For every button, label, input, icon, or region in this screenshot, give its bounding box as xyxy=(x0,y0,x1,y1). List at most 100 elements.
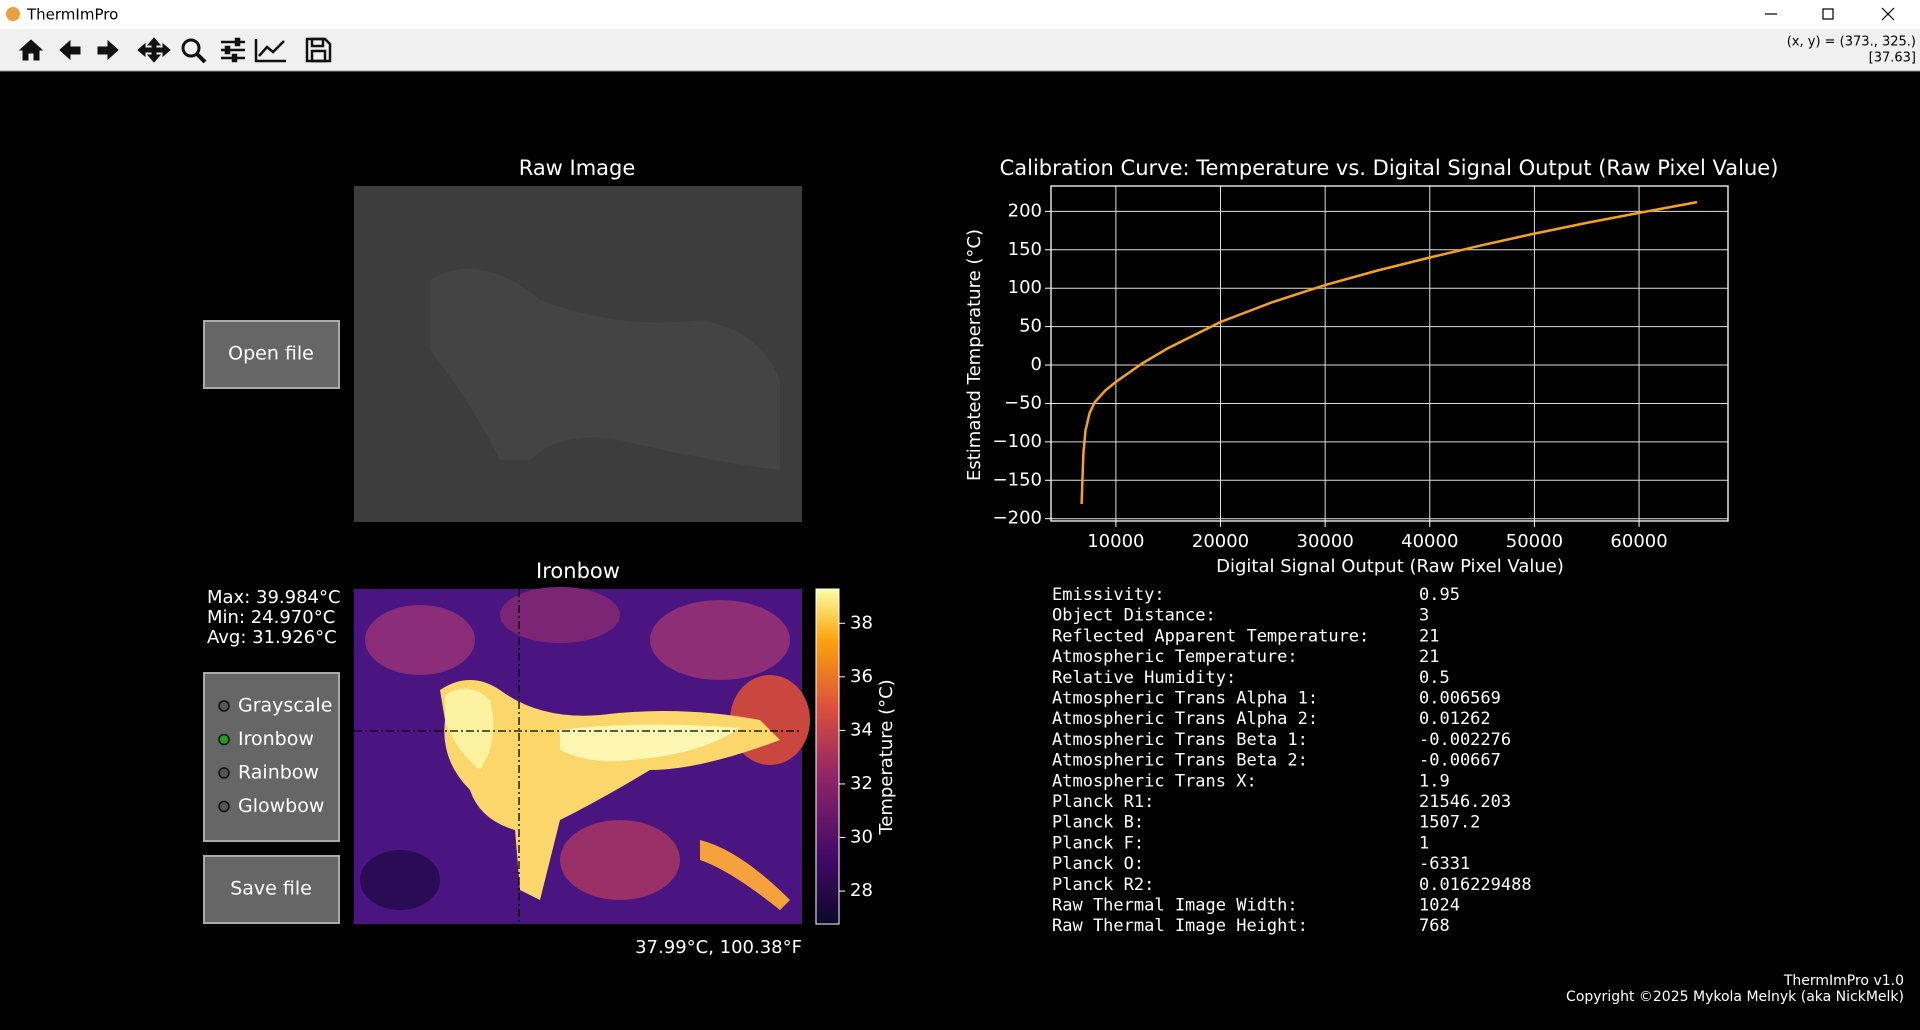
parameter-name: Atmospheric Trans Alpha 2: xyxy=(1052,709,1318,729)
y-tick-label: 150 xyxy=(1008,239,1042,260)
restore-button[interactable] xyxy=(1822,8,1834,20)
parameter-value: 21 xyxy=(1419,626,1439,646)
configure-button[interactable] xyxy=(221,37,245,63)
radio-button[interactable] xyxy=(218,800,230,813)
app-icon xyxy=(6,7,20,21)
parameter-value: 3 xyxy=(1419,606,1429,626)
ironbow-title: Ironbow xyxy=(536,559,620,583)
parameter-value: 0.01262 xyxy=(1419,709,1491,729)
window-title: ThermImPro xyxy=(26,6,118,24)
parameter-value: 1507.2 xyxy=(1419,813,1480,833)
parameter-name: Atmospheric Trans Beta 2: xyxy=(1052,751,1308,771)
cursor-value: [37.63] xyxy=(1869,51,1916,66)
save-file-button[interactable] xyxy=(203,855,340,924)
parameter-name: Relative Humidity: xyxy=(1052,668,1236,688)
title-bar xyxy=(0,0,1920,29)
y-tick-label: 100 xyxy=(1008,277,1042,298)
colorbar-label: Temperature (°C) xyxy=(876,679,897,835)
parameter-value: 1.9 xyxy=(1419,771,1450,791)
image-stat: Max: 39.984°C xyxy=(207,587,341,608)
save-file-label: Save file xyxy=(230,878,312,900)
x-tick-label: 50000 xyxy=(1506,531,1563,552)
x-tick-label: 10000 xyxy=(1087,531,1144,552)
parameter-name: Emissivity: xyxy=(1052,585,1165,605)
zoom-button[interactable] xyxy=(181,38,207,64)
raw-image-title: Raw Image xyxy=(519,156,636,180)
x-tick-label: 40000 xyxy=(1401,531,1458,552)
parameter-name: Raw Thermal Image Width: xyxy=(1052,896,1298,916)
colorbar-tick-label: 32 xyxy=(850,773,873,794)
y-tick-label: −100 xyxy=(993,431,1042,452)
raw-image-shape xyxy=(430,268,780,470)
home-button[interactable] xyxy=(18,39,44,61)
y-tick-label: −200 xyxy=(993,508,1042,529)
y-tick-label: 200 xyxy=(1008,200,1042,221)
radio-label: Rainbow xyxy=(238,762,319,784)
close-button[interactable] xyxy=(1881,7,1895,21)
parameter-name: Planck F: xyxy=(1052,833,1144,853)
parameter-value: 1024 xyxy=(1419,896,1460,916)
colorbar-tick-label: 36 xyxy=(850,666,873,687)
y-tick-label: 50 xyxy=(1019,316,1042,337)
parameter-name: Planck R2: xyxy=(1052,875,1154,895)
parameter-name: Atmospheric Trans Beta 1: xyxy=(1052,730,1308,750)
cursor-coords: (x, y) = (373., 325.) xyxy=(1787,35,1916,50)
parameter-value: 21546.203 xyxy=(1419,792,1511,812)
parameter-name: Atmospheric Trans Alpha 1: xyxy=(1052,689,1318,709)
footer-copyright: Copyright ©2025 Mykola Melnyk (aka NickM… xyxy=(1566,989,1904,1005)
parameter-name: Planck O: xyxy=(1052,854,1144,874)
footer-version: ThermImPro v1.0 xyxy=(1783,973,1904,989)
toolbar xyxy=(0,29,1920,71)
colorbar-tick-label: 30 xyxy=(850,827,873,848)
parameter-value: 0.5 xyxy=(1419,668,1450,688)
ironbow-image xyxy=(354,587,810,924)
parameter-name: Atmospheric Trans X: xyxy=(1052,771,1257,791)
x-tick-label: 60000 xyxy=(1610,531,1667,552)
x-axis-label: Digital Signal Output (Raw Pixel Value) xyxy=(1216,556,1564,577)
open-file-button[interactable] xyxy=(203,320,340,389)
parameter-value: -6331 xyxy=(1419,854,1470,874)
colorbar-tick-label: 34 xyxy=(850,719,873,740)
plot-frame xyxy=(1050,185,1729,522)
parameter-value: 768 xyxy=(1419,916,1450,936)
image-stat: Avg: 31.926°C xyxy=(207,627,337,648)
image-stat: Min: 24.970°C xyxy=(207,607,335,628)
parameter-value: -0.00667 xyxy=(1419,751,1501,771)
parameter-value: 0.95 xyxy=(1419,585,1460,605)
radio-button[interactable] xyxy=(218,700,230,712)
parameter-name: Atmospheric Temperature: xyxy=(1052,647,1298,667)
x-tick-label: 30000 xyxy=(1297,531,1354,552)
parameter-value: 0.006569 xyxy=(1419,689,1501,709)
radio-button[interactable] xyxy=(218,767,230,779)
radio-label: Ironbow xyxy=(238,728,314,750)
parameter-name: Reflected Apparent Temperature: xyxy=(1052,626,1369,646)
forward-button[interactable] xyxy=(97,39,119,61)
cursor-temperature: 37.99°C, 100.38°F xyxy=(635,937,802,958)
radio-label: Grayscale xyxy=(238,695,332,717)
pan-button[interactable] xyxy=(137,37,171,63)
radio-button[interactable] xyxy=(218,733,230,746)
radio-label: Glowbow xyxy=(238,795,324,817)
axes-button[interactable] xyxy=(254,39,286,63)
parameter-name: Planck B: xyxy=(1052,813,1144,833)
colorbar-tick-label: 38 xyxy=(850,612,873,633)
parameter-name: Raw Thermal Image Height: xyxy=(1052,916,1308,936)
y-tick-label: 0 xyxy=(1031,354,1042,375)
parameter-value: 21 xyxy=(1419,647,1439,667)
open-file-label: Open file xyxy=(228,343,314,365)
colorbar-tick-label: 28 xyxy=(850,880,873,901)
parameter-value: 0.016229488 xyxy=(1419,875,1532,895)
parameter-value: 1 xyxy=(1419,833,1429,853)
colorbar xyxy=(815,588,840,925)
parameter-name: Planck R1: xyxy=(1052,792,1154,812)
parameter-name: Object Distance: xyxy=(1052,606,1216,626)
chart-title: Calibration Curve: Temperature vs. Digit… xyxy=(1000,156,1779,180)
back-button[interactable] xyxy=(59,39,81,61)
y-tick-label: −50 xyxy=(1004,392,1042,413)
y-axis-label: Estimated Temperature (°C) xyxy=(964,229,985,481)
save-figure-button[interactable] xyxy=(305,37,332,63)
calibration-curve xyxy=(1080,200,1698,505)
x-tick-label: 20000 xyxy=(1192,531,1249,552)
y-tick-label: −150 xyxy=(993,469,1042,490)
